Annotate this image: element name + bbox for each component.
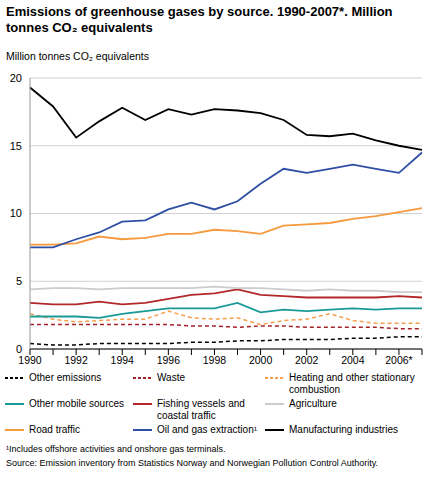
- svg-text:15: 15: [10, 140, 22, 152]
- svg-text:1990: 1990: [18, 354, 42, 366]
- html-text:Source: Emission inventory fro: Source: Emission inventory from Statisti…: [6, 458, 378, 468]
- html-text:Oil and gas extraction¹: Oil and gas extraction¹: [157, 424, 258, 435]
- html-text:Other emissions: Other emissions: [29, 372, 102, 383]
- html-text:Million tonnes CO₂ equivalents: Million tonnes CO₂ equivalents: [6, 50, 149, 62]
- svg-text:2002: 2002: [295, 354, 319, 366]
- svg-text:1996: 1996: [157, 354, 181, 366]
- svg-text:2000: 2000: [249, 354, 273, 366]
- svg-text:10: 10: [10, 207, 22, 219]
- svg-text:5: 5: [16, 275, 22, 287]
- html-text:Agriculture: Agriculture: [289, 398, 337, 409]
- html-text:¹Includes offshore activities: ¹Includes offshore activities and onshor…: [6, 444, 226, 454]
- svg-text:1998: 1998: [203, 354, 227, 366]
- html-text:Heating and other stationary c: Heating and other stationary combustion: [289, 372, 415, 395]
- html-text:Fishing vessels and coastal tr: Fishing vessels and coastal traffic: [157, 398, 245, 421]
- svg-text:20: 20: [10, 72, 22, 84]
- html-text:Manufacturing industries: Manufacturing industries: [289, 424, 398, 435]
- svg-text:1994: 1994: [111, 354, 135, 366]
- svg-text:0: 0: [16, 343, 22, 355]
- html-text:Other mobile sources: Other mobile sources: [29, 398, 124, 409]
- svg-text:2004: 2004: [341, 354, 365, 366]
- html-text:Road traffic: Road traffic: [29, 424, 80, 435]
- html-text:Waste: Waste: [157, 372, 185, 383]
- svg-text:1992: 1992: [64, 354, 88, 366]
- html-text:Emissions of greenhouse gases: Emissions of greenhouse gases by source.…: [6, 4, 393, 35]
- svg-text:2006*: 2006*: [385, 354, 412, 366]
